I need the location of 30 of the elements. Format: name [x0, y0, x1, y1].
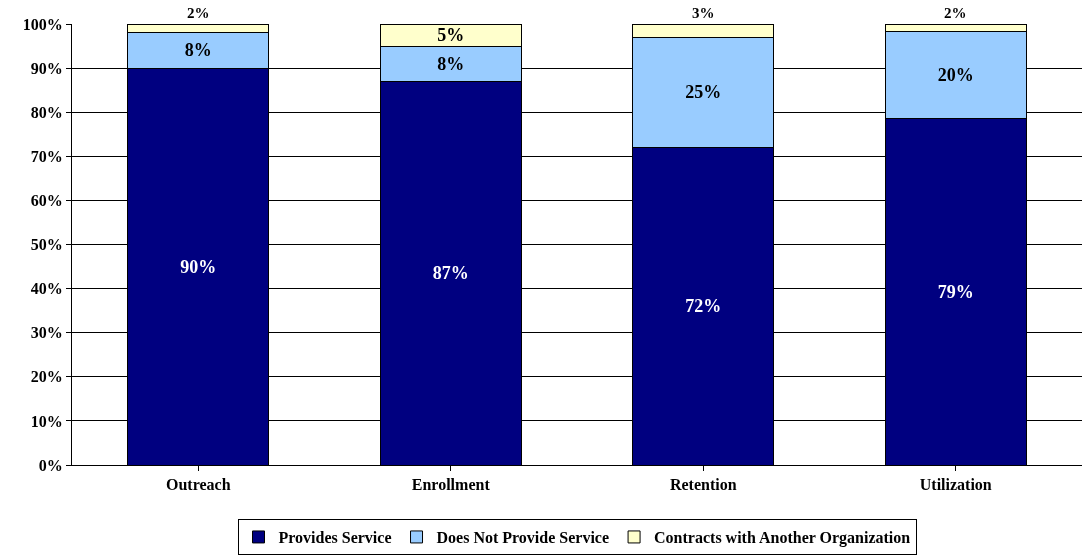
- x-tick-label: Enrollment: [411, 476, 491, 494]
- data-label: 79%: [937, 281, 974, 302]
- y-tick-label: 30%: [30, 324, 63, 342]
- legend-label: Contracts with Another Organization: [654, 529, 911, 548]
- data-label: 25%: [685, 82, 722, 103]
- data-label: 8%: [184, 40, 212, 61]
- data-label: 5%: [437, 25, 465, 46]
- y-tick-label: 70%: [30, 147, 63, 165]
- y-tick-label: 40%: [30, 280, 63, 298]
- legend-label: Provides Service: [278, 529, 392, 547]
- x-tick-label: Retention: [669, 476, 737, 494]
- y-tick-label: 100%: [22, 15, 63, 33]
- data-label: 2%: [187, 5, 210, 21]
- data-label: 3%: [692, 5, 715, 21]
- data-label: 2%: [944, 5, 967, 21]
- x-tick-label: Outreach: [165, 476, 231, 494]
- legend-label: Does Not Provide Service: [436, 529, 610, 547]
- y-tick-label: 20%: [30, 368, 63, 386]
- data-label: 8%: [437, 53, 465, 74]
- y-tick-label: 90%: [30, 59, 63, 77]
- y-tick-label: 0%: [38, 456, 63, 474]
- data-label: 20%: [937, 64, 974, 85]
- y-tick-label: 80%: [30, 103, 63, 121]
- data-label: 87%: [432, 263, 469, 284]
- y-tick-label: 60%: [30, 192, 63, 209]
- y-tick-label: 10%: [30, 412, 63, 430]
- data-label: 72%: [685, 296, 722, 317]
- data-label: 90%: [180, 256, 217, 277]
- y-tick-label: 50%: [30, 236, 63, 254]
- x-tick-label: Utilization: [919, 476, 992, 494]
